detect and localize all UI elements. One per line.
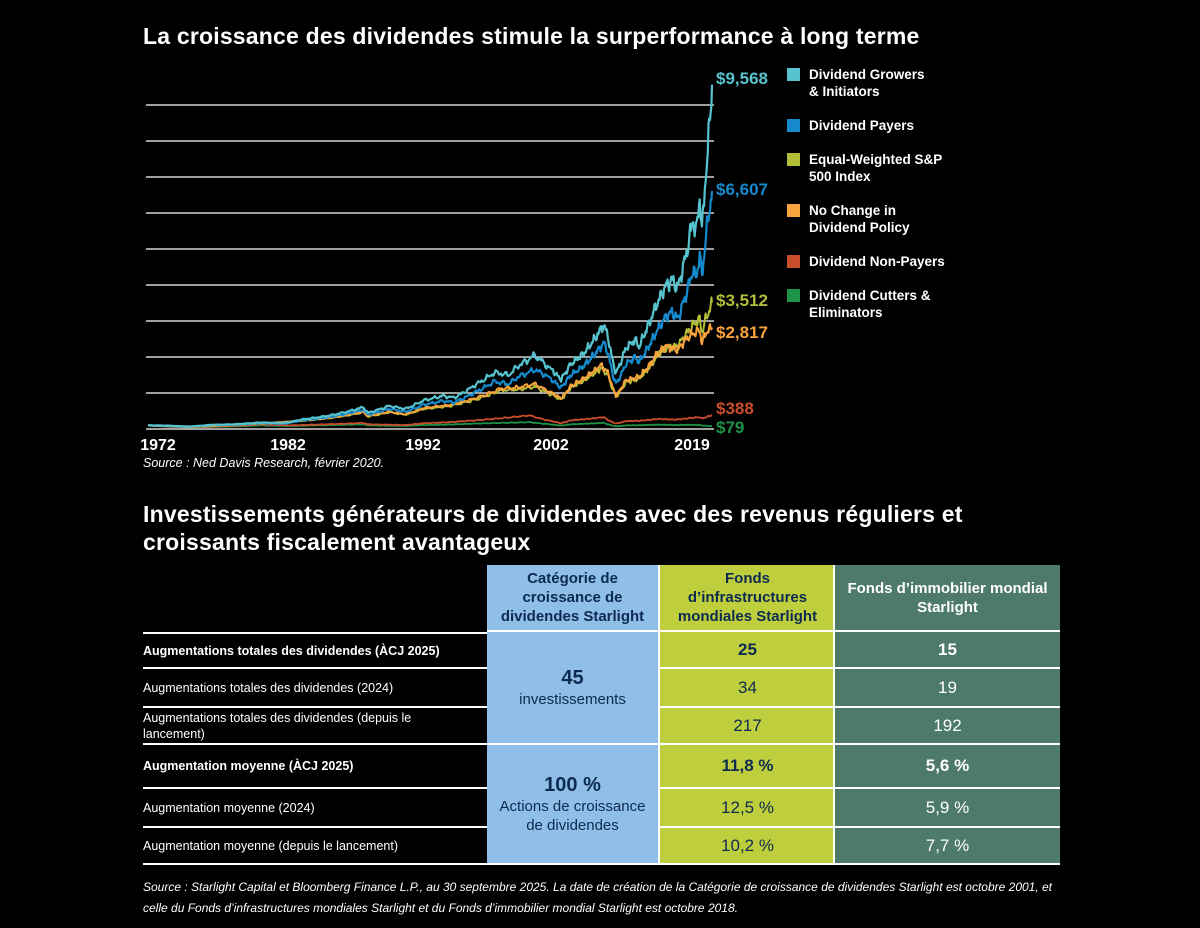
table-cell: 11,8 %	[660, 745, 835, 789]
performance-line-chart	[146, 84, 714, 430]
legend-item-no-change-in-dividend-policy: No Change in Dividend Policy	[787, 202, 1087, 236]
row-label: Augmentations totales des dividendes (20…	[143, 669, 487, 708]
table-cell: 217	[660, 708, 835, 745]
table-source: Source : Starlight Capital et Bloomberg …	[143, 880, 1053, 915]
merged-cell-value: 100 %	[544, 774, 601, 796]
legend-swatch-icon	[787, 204, 800, 217]
row-label: Augmentations totales des dividendes (ÀC…	[143, 632, 487, 669]
row-label: Augmentations totales des dividendes (de…	[143, 708, 487, 745]
end-label-no-change-in-dividend-policy: $2,817	[716, 322, 768, 342]
table-cell: 19	[835, 669, 1060, 708]
end-label-equal-weighted-s-p-500-index: $3,512	[716, 290, 768, 310]
legend-label: Dividend Non-Payers	[809, 254, 945, 269]
table-cell: 10,2 %	[660, 828, 835, 865]
table-cell: 25	[660, 632, 835, 669]
x-tick-2019: 2019	[674, 437, 710, 454]
column-global-infrastructure: Fonds d’infrastructures mondiales Starli…	[658, 565, 835, 865]
series-line-dividend-payers	[147, 191, 714, 428]
legend-swatch-icon	[787, 119, 800, 132]
column-dividend-growth-class: Catégorie de croissance de dividendes St…	[487, 565, 658, 865]
row-label: Augmentation moyenne (depuis le lancemen…	[143, 828, 487, 865]
row-label: Augmentation moyenne (2024)	[143, 789, 487, 828]
end-label-dividend-growers-initiators: $9,568	[716, 68, 768, 88]
table-cell: 7,7 %	[835, 828, 1060, 865]
legend-swatch-icon	[787, 255, 800, 268]
merged-cell-caption: Actions de croissance de dividendes	[499, 798, 646, 834]
legend-label: No Change in Dividend Policy	[809, 203, 910, 235]
x-tick-1972: 1972	[140, 437, 176, 454]
row-label: Augmentation moyenne (ÀCJ 2025)	[143, 745, 487, 789]
table-cell: 12,5 %	[660, 789, 835, 828]
table-title: Investissements générateurs de dividende…	[143, 501, 963, 555]
legend-swatch-icon	[787, 153, 800, 166]
column-header: Catégorie de croissance de dividendes St…	[487, 565, 658, 632]
merged-cell: 100 % Actions de croissance de dividendes	[487, 745, 658, 865]
legend-item-dividend-payers: Dividend Payers	[787, 117, 1087, 134]
merged-cell: 45 investissements	[487, 632, 658, 745]
x-tick-2002: 2002	[533, 437, 569, 454]
legend-item-dividend-cutters-eliminators: Dividend Cutters & Eliminators	[787, 287, 1087, 321]
chart-legend: Dividend Growers & Initiators Dividend Pay…	[787, 66, 1087, 338]
column-header: Fonds d’immobilier mondial Starlight	[835, 565, 1060, 632]
legend-item-dividend-non-payers: Dividend Non-Payers	[787, 253, 1087, 270]
chart-source: Source : Ned Davis Research, février 202…	[143, 456, 385, 470]
table-cell: 5,9 %	[835, 789, 1060, 828]
chart-title: La croissance des dividendes stimule la …	[143, 23, 920, 49]
legend-label: Dividend Payers	[809, 118, 915, 133]
end-label-dividend-payers: $6,607	[716, 180, 768, 200]
column-header: Fonds d’infrastructures mondiales Starli…	[660, 565, 835, 632]
merged-cell-value: 45	[561, 667, 584, 689]
merged-cell-caption: investissements	[519, 691, 626, 708]
legend-label: Dividend Growers & Initiators	[809, 67, 925, 99]
end-label-dividend-non-payers: $388	[716, 399, 754, 419]
series-line-no-change-in-dividend-policy	[148, 323, 713, 428]
table-cell: 15	[835, 632, 1060, 669]
series-line-dividend-growers-initiators	[148, 84, 714, 428]
table-cell: 192	[835, 708, 1060, 745]
legend-swatch-icon	[787, 68, 800, 81]
legend-swatch-icon	[787, 289, 800, 302]
legend-item-equal-weighted-s-p-500-index: Equal-Weighted S&P 500 Index	[787, 151, 1087, 185]
legend-item-dividend-growers-initiators: Dividend Growers & Initiators	[787, 66, 1087, 100]
x-tick-1992: 1992	[405, 437, 441, 454]
legend-label: Dividend Cutters & Eliminators	[809, 288, 931, 320]
legend-label: Equal-Weighted S&P 500 Index	[809, 152, 943, 184]
end-label-dividend-cutters-eliminators: $79	[716, 418, 745, 438]
row-label-column: Augmentations totales des dividendes (ÀC…	[143, 632, 487, 865]
table-cell: 5,6 %	[835, 745, 1060, 789]
table-cell: 34	[660, 669, 835, 708]
column-global-real-estate: Fonds d’immobilier mondial Starlight 15 19…	[833, 565, 1060, 865]
x-tick-1982: 1982	[270, 437, 306, 454]
